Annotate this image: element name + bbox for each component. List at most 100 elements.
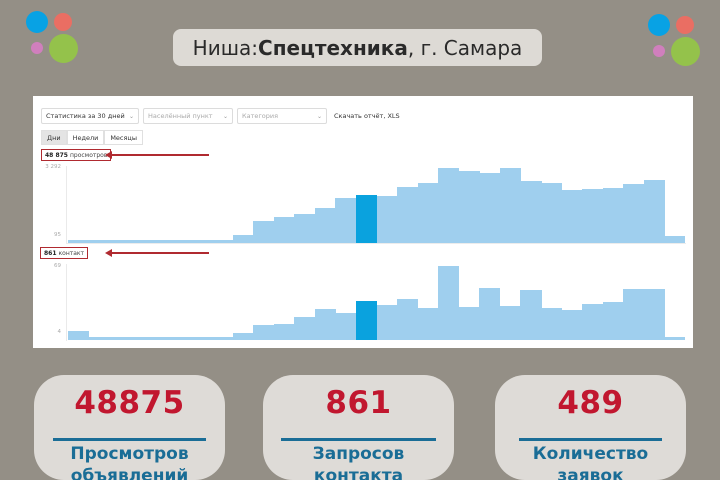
contacts-ytick-min: 4 xyxy=(57,329,62,335)
contacts-total-unit: контакт xyxy=(58,249,85,257)
chart-bar[interactable] xyxy=(541,308,563,340)
chart-bar[interactable] xyxy=(376,195,398,243)
chevron-down-icon: ⌄ xyxy=(222,112,228,120)
chart-bar[interactable] xyxy=(150,240,172,243)
chart-bar[interactable] xyxy=(499,305,521,340)
chart-bar[interactable] xyxy=(88,240,110,243)
chevron-down-icon: ⌄ xyxy=(128,112,134,120)
blue-dot xyxy=(26,11,48,33)
card-divider xyxy=(281,438,436,441)
chevron-down-icon: ⌄ xyxy=(316,112,322,120)
tab-days[interactable]: Дни xyxy=(41,130,67,145)
chart-bar[interactable] xyxy=(561,190,583,243)
tab-months[interactable]: Месяцы xyxy=(104,130,143,145)
chart-bar[interactable] xyxy=(68,240,90,243)
chart-bar[interactable] xyxy=(664,337,686,340)
chart-bar[interactable] xyxy=(314,207,336,243)
chart-bar[interactable] xyxy=(458,171,480,243)
chart-bar[interactable] xyxy=(109,337,131,340)
chart-bar[interactable] xyxy=(211,240,234,243)
chart-bar[interactable] xyxy=(582,303,604,340)
period-select-value: Статистика за 30 дней xyxy=(46,112,125,120)
chart-bar[interactable] xyxy=(170,337,192,340)
category-select[interactable]: Категория ⌄ xyxy=(237,108,327,124)
chart-bar[interactable] xyxy=(376,304,398,340)
chart-bar[interactable] xyxy=(68,330,90,340)
chart-bar[interactable] xyxy=(623,288,645,340)
chart-bar[interactable] xyxy=(458,307,480,340)
chart-bar[interactable] xyxy=(355,194,377,243)
period-tabs: Дни Недели Месяцы xyxy=(41,130,143,145)
chart-bar[interactable] xyxy=(314,309,336,340)
chart-bar[interactable] xyxy=(191,337,213,340)
category-select-placeholder: Категория xyxy=(242,112,279,120)
chart-bar[interactable] xyxy=(253,325,275,340)
chart-bar[interactable] xyxy=(664,236,686,243)
chart-bar[interactable] xyxy=(273,217,295,243)
page-title: Ниша: Спецтехника, г. Самара xyxy=(173,29,542,66)
chart-bar[interactable] xyxy=(582,188,604,243)
download-xls-link[interactable]: Скачать отчёт, XLS xyxy=(334,112,400,120)
chart-bar[interactable] xyxy=(150,337,172,340)
chart-bar[interactable] xyxy=(499,168,521,243)
chart-bar[interactable] xyxy=(191,240,213,243)
card-number: 489 xyxy=(557,385,624,421)
views-total-value: 48 875 xyxy=(45,151,68,159)
chart-bar[interactable] xyxy=(438,168,460,243)
card-number: 48875 xyxy=(74,385,185,421)
chart-bar[interactable] xyxy=(397,186,419,243)
chart-bar[interactable] xyxy=(294,213,316,243)
green-dot xyxy=(671,37,700,66)
chart-bar[interactable] xyxy=(232,333,254,340)
chart-bar[interactable] xyxy=(643,179,665,243)
chart-bar[interactable] xyxy=(438,266,460,340)
statistics-panel: Статистика за 30 дней ⌄ Населённый пункт… xyxy=(33,96,693,348)
chart-bar[interactable] xyxy=(335,312,357,340)
chart-bar[interactable] xyxy=(541,183,563,243)
chart-bar[interactable] xyxy=(232,235,254,243)
chart-bar[interactable] xyxy=(294,317,316,340)
card-divider xyxy=(519,438,662,441)
chart-bar[interactable] xyxy=(417,183,439,243)
chart-bar[interactable] xyxy=(417,308,439,340)
period-select[interactable]: Статистика за 30 дней ⌄ xyxy=(41,108,139,124)
chart-bar[interactable] xyxy=(355,301,377,340)
tab-weeks[interactable]: Недели xyxy=(66,130,105,145)
city-select[interactable]: Населённый пункт ⌄ xyxy=(143,108,233,124)
chart-bar[interactable] xyxy=(109,240,131,243)
card-label-line2: объявлений xyxy=(70,466,189,480)
chart-bar[interactable] xyxy=(397,299,419,340)
chart-bar[interactable] xyxy=(211,336,234,340)
stat-card-views: 48875 Просмотров объявлений xyxy=(34,375,225,480)
logo-dots-right xyxy=(642,11,702,71)
chart-bar[interactable] xyxy=(335,198,357,243)
chart-bar[interactable] xyxy=(129,240,151,243)
contacts-ytick-max: 69 xyxy=(54,263,61,269)
chart-bar[interactable] xyxy=(520,180,542,243)
arrow-left-icon xyxy=(105,249,209,257)
chart-bar[interactable] xyxy=(273,324,295,340)
stat-card-requests: 489 Количество заявок xyxy=(495,375,686,480)
views-y-axis xyxy=(66,166,67,243)
stat-card-contacts: 861 Запросов контакта xyxy=(263,375,454,480)
views-ytick-max: 3 292 xyxy=(45,164,61,170)
card-label-line2: контакта xyxy=(313,466,404,480)
chart-bar[interactable] xyxy=(479,172,501,243)
chart-bar[interactable] xyxy=(520,289,542,340)
views-total-label: 48 875 просмотров xyxy=(41,149,112,161)
chart-bar[interactable] xyxy=(623,184,645,243)
chart-bar[interactable] xyxy=(170,240,192,243)
chart-bar[interactable] xyxy=(602,302,624,340)
chart-bar[interactable] xyxy=(479,287,501,340)
chart-bar[interactable] xyxy=(253,220,275,243)
chart-bar[interactable] xyxy=(561,310,583,340)
chart-bar[interactable] xyxy=(602,187,624,243)
views-bar-chart xyxy=(68,168,686,243)
chart-bar[interactable] xyxy=(88,337,110,340)
chart-bar[interactable] xyxy=(643,288,665,340)
card-label: Просмотров объявлений xyxy=(34,443,225,480)
chart-bar[interactable] xyxy=(129,337,151,340)
contacts-total-label: 861 контакт xyxy=(40,247,89,259)
card-label: Запросов контакта xyxy=(263,443,454,480)
title-city: , г. Самара xyxy=(407,35,523,60)
